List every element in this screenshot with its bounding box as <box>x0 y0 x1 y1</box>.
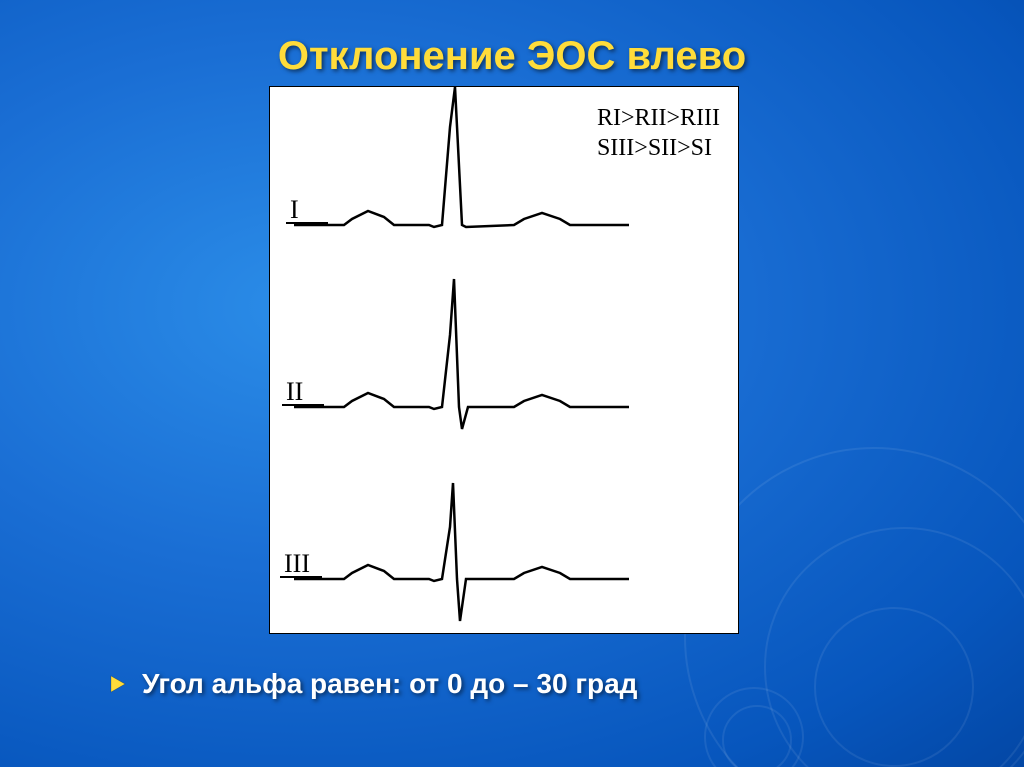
caption-text: Угол альфа равен: от 0 до – 30 град <box>142 668 637 700</box>
lead-label-I: I <box>290 195 299 225</box>
rule-line-1: RI>RII>RIII <box>597 103 720 133</box>
ecg-trace-II <box>294 279 629 429</box>
slide-title: Отклонение ЭОС влево <box>0 0 1024 79</box>
ecg-rules: RI>RII>RIII SIII>SII>SI <box>597 103 720 163</box>
lead-label-III: III <box>284 549 310 579</box>
lead-label-II: II <box>286 377 303 407</box>
rule-line-2: SIII>SII>SI <box>597 133 720 163</box>
ecg-figure: RI>RII>RIII SIII>SII>SI IIIIII <box>269 86 739 634</box>
slide-caption: Угол альфа равен: от 0 до – 30 град <box>108 668 637 700</box>
ecg-trace-I <box>294 87 629 227</box>
bullet-icon <box>108 674 128 694</box>
ecg-trace-III <box>294 483 629 621</box>
ecg-traces-svg <box>270 87 740 635</box>
